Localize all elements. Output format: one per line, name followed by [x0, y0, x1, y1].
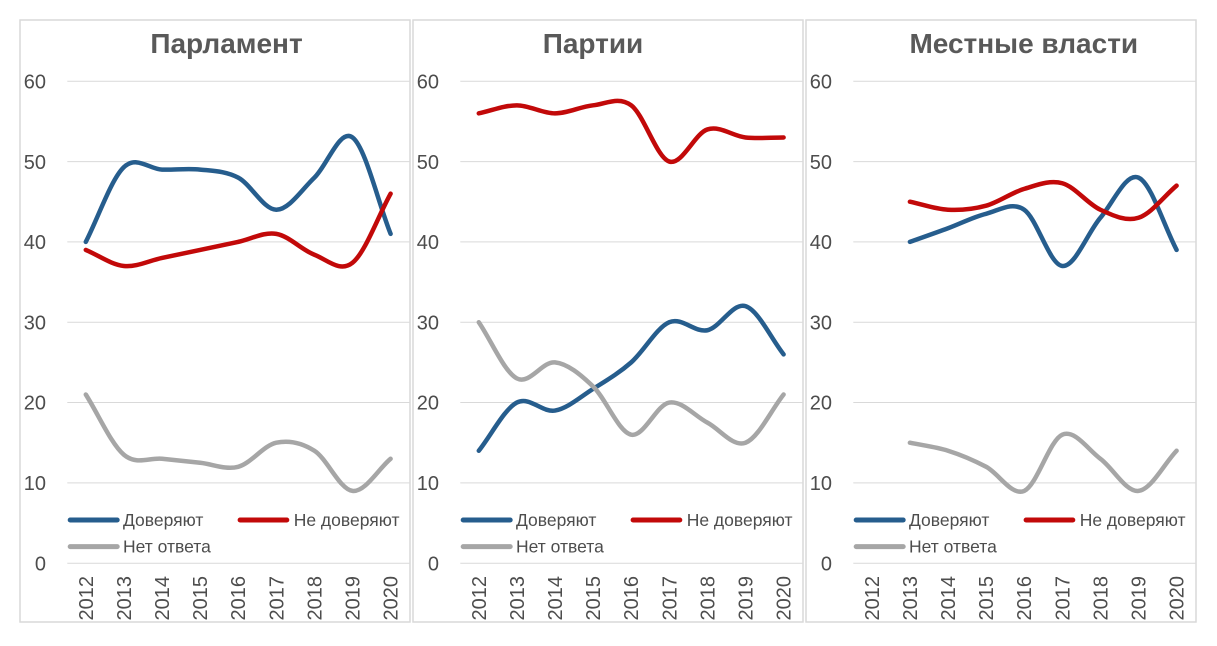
- svg-text:10: 10: [810, 473, 832, 495]
- svg-text:2015: 2015: [190, 576, 212, 621]
- svg-text:2016: 2016: [1014, 576, 1036, 621]
- svg-text:20: 20: [417, 393, 439, 415]
- svg-text:2018: 2018: [1090, 576, 1112, 621]
- svg-text:2015: 2015: [976, 576, 998, 621]
- svg-text:2017: 2017: [266, 576, 288, 621]
- svg-text:2020: 2020: [1167, 576, 1189, 621]
- svg-text:Нет ответа: Нет ответа: [516, 537, 604, 557]
- svg-text:2017: 2017: [659, 576, 681, 621]
- svg-text:2013: 2013: [114, 576, 136, 621]
- svg-text:10: 10: [24, 473, 46, 495]
- svg-text:2016: 2016: [621, 576, 643, 621]
- svg-text:40: 40: [810, 232, 832, 254]
- svg-text:20: 20: [810, 393, 832, 415]
- svg-text:2018: 2018: [304, 576, 326, 621]
- svg-text:40: 40: [417, 232, 439, 254]
- svg-text:0: 0: [821, 553, 832, 575]
- svg-text:2016: 2016: [228, 576, 250, 621]
- svg-text:60: 60: [417, 71, 439, 93]
- svg-text:Доверяют: Доверяют: [123, 510, 203, 530]
- svg-text:10: 10: [417, 473, 439, 495]
- svg-text:2020: 2020: [381, 576, 403, 621]
- svg-text:2017: 2017: [1052, 576, 1074, 621]
- svg-text:2019: 2019: [343, 576, 365, 621]
- svg-text:2015: 2015: [583, 576, 605, 621]
- svg-text:60: 60: [810, 71, 832, 93]
- svg-text:50: 50: [417, 152, 439, 174]
- svg-text:Партии: Партии: [543, 28, 644, 59]
- svg-text:2012: 2012: [862, 576, 884, 621]
- svg-text:2019: 2019: [736, 576, 758, 621]
- svg-text:Нет ответа: Нет ответа: [909, 537, 997, 557]
- svg-text:2012: 2012: [76, 576, 98, 621]
- svg-text:2020: 2020: [774, 576, 796, 621]
- svg-text:2014: 2014: [152, 576, 174, 621]
- svg-text:2019: 2019: [1129, 576, 1151, 621]
- svg-text:2013: 2013: [507, 576, 529, 621]
- svg-text:Доверяют: Доверяют: [909, 510, 989, 530]
- svg-text:2013: 2013: [900, 576, 922, 621]
- svg-text:30: 30: [24, 312, 46, 334]
- svg-text:30: 30: [810, 312, 832, 334]
- svg-text:2018: 2018: [697, 576, 719, 621]
- svg-text:Парламент: Парламент: [150, 28, 302, 59]
- svg-text:Нет ответа: Нет ответа: [123, 537, 211, 557]
- svg-text:30: 30: [417, 312, 439, 334]
- svg-text:Местные власти: Местные власти: [909, 28, 1138, 59]
- svg-text:0: 0: [35, 553, 46, 575]
- svg-text:20: 20: [24, 393, 46, 415]
- svg-text:50: 50: [810, 152, 832, 174]
- svg-text:0: 0: [428, 553, 439, 575]
- svg-text:2014: 2014: [938, 576, 960, 621]
- svg-text:2014: 2014: [545, 576, 567, 621]
- svg-text:Доверяют: Доверяют: [516, 510, 596, 530]
- svg-text:40: 40: [24, 232, 46, 254]
- svg-text:50: 50: [24, 152, 46, 174]
- svg-text:Не доверяют: Не доверяют: [687, 510, 793, 530]
- svg-text:Не доверяют: Не доверяют: [1080, 510, 1186, 530]
- svg-text:2012: 2012: [469, 576, 491, 621]
- svg-text:60: 60: [24, 71, 46, 93]
- svg-text:Не доверяют: Не доверяют: [294, 510, 400, 530]
